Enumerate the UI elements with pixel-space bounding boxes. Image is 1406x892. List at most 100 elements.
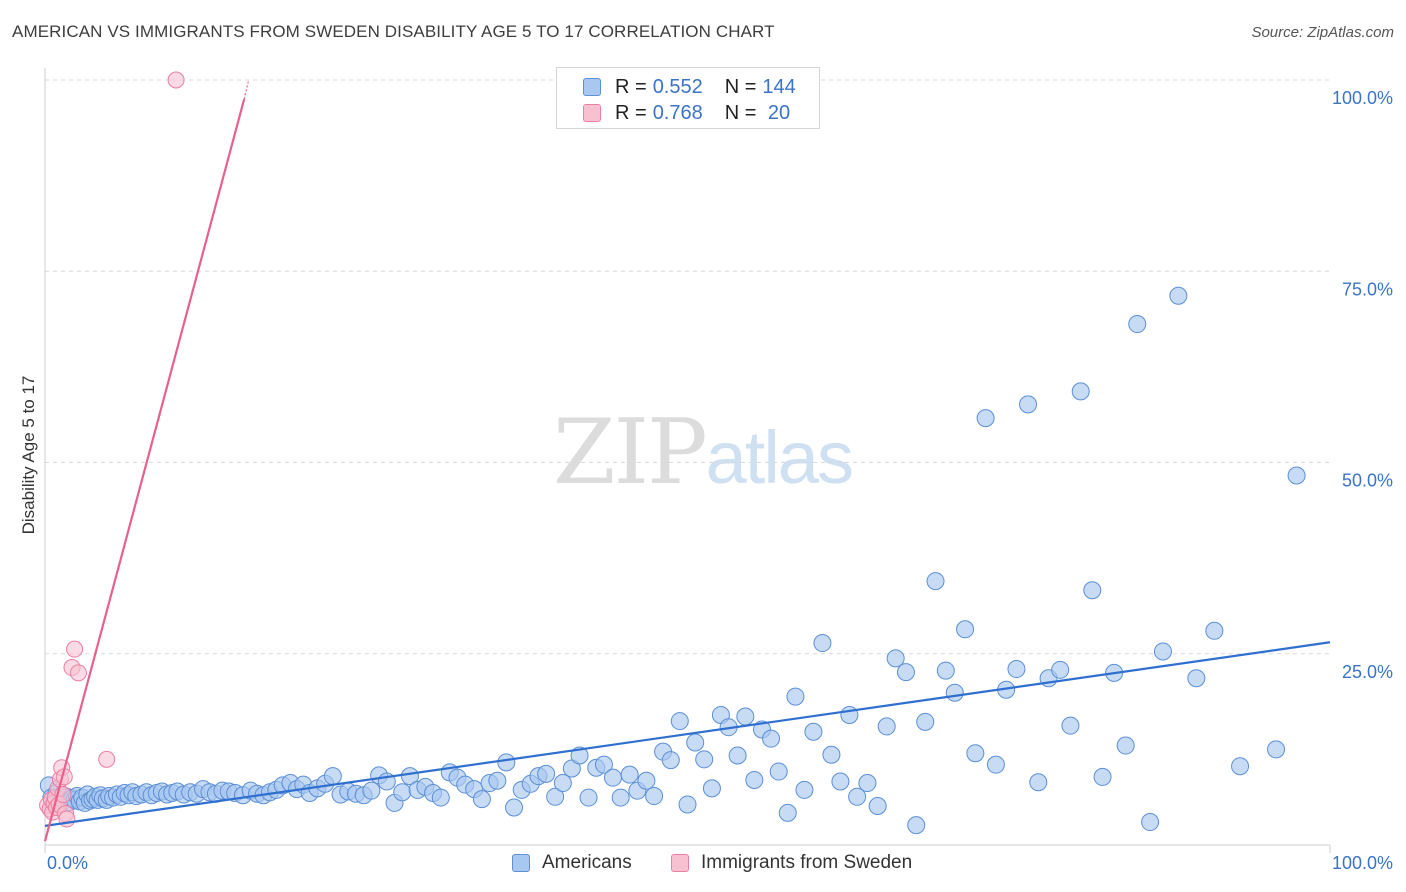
american-point (858, 774, 877, 793)
american-point (1029, 773, 1048, 792)
american-point (1169, 286, 1188, 305)
american-point (620, 765, 639, 784)
american-point (393, 783, 412, 802)
american-point (926, 572, 945, 591)
american-point (661, 751, 680, 770)
american-point (695, 750, 714, 769)
american-point (762, 729, 781, 748)
american-point (637, 771, 656, 790)
y-tick-label: 25.0% (1342, 662, 1393, 682)
american-point (769, 762, 788, 781)
american-point (546, 787, 565, 806)
american-point (553, 774, 572, 793)
american-point (400, 767, 419, 786)
legend-n-value-sweden: 20 (762, 101, 791, 124)
legend-n-value-americans: 144 (762, 75, 796, 98)
legend-row-americans: R = 0.552 N = 144 (583, 74, 796, 100)
american-point (813, 634, 832, 653)
american-point (916, 712, 935, 731)
american-points (39, 286, 1306, 835)
american-point (1116, 736, 1135, 755)
chart-title: AMERICAN VS IMMIGRANTS FROM SWEDEN DISAB… (12, 22, 775, 41)
american-point (611, 788, 630, 807)
american-point (1083, 581, 1102, 600)
axes (44, 68, 1331, 853)
american-point (786, 687, 805, 706)
sweden-point (167, 71, 185, 89)
legend-r-label: R = (615, 101, 647, 124)
american-point (868, 796, 887, 815)
american-point (1007, 660, 1026, 679)
american-point (1231, 757, 1250, 776)
y-tick-label: 100.0% (1332, 88, 1393, 108)
american-point (936, 661, 955, 680)
american-point (1128, 315, 1147, 334)
legend-swatch-americans (583, 78, 601, 96)
y-tick-label: 75.0% (1342, 279, 1393, 299)
series-legend: Americans Immigrants from Sweden (0, 852, 1406, 876)
american-point (488, 771, 507, 790)
american-point (945, 683, 964, 702)
american-point (472, 790, 491, 809)
american-point (745, 770, 764, 789)
sweden-point (66, 640, 84, 658)
american-point (1205, 621, 1224, 640)
american-point (1061, 716, 1080, 735)
tick-labels: 25.0% 50.0% 75.0% 100.0% 0.0% 100.0% (47, 88, 1393, 873)
american-point (877, 717, 896, 736)
american-point (966, 744, 985, 763)
american-point (670, 712, 689, 731)
american-point (728, 746, 747, 765)
correlation-legend: R = 0.552 N = 144 R = 0.768 N = 20 (556, 67, 820, 129)
american-point (603, 768, 622, 787)
american-point (594, 755, 613, 774)
legend-n-label: N = (724, 75, 757, 98)
american-point (1187, 669, 1206, 688)
series-label-sweden: Immigrants from Sweden (701, 852, 913, 873)
american-point (804, 722, 823, 741)
x-tick-label: 0.0% (47, 853, 88, 873)
american-point (886, 649, 905, 668)
american-point (778, 803, 797, 822)
trend-lines (43, 79, 1331, 842)
y-tick-label: 50.0% (1342, 471, 1393, 491)
series-legend-sweden[interactable]: Immigrants from Sweden (671, 852, 912, 874)
american-point (1153, 642, 1172, 661)
sweden-trend-extension (243, 79, 250, 100)
american-point (736, 707, 755, 726)
american-point (907, 816, 926, 835)
american-point (1093, 767, 1112, 786)
legend-r-value-sweden: 0.768 (652, 101, 703, 124)
american-point (896, 663, 915, 682)
american-point (1019, 395, 1038, 414)
series-legend-americans[interactable]: Americans (512, 852, 632, 874)
american-point (678, 795, 697, 814)
american-point (1051, 660, 1070, 679)
american-point (570, 746, 589, 765)
x-tick-label: 100.0% (1332, 853, 1393, 873)
sweden-point (98, 750, 116, 768)
american-point (976, 409, 995, 428)
american-point (645, 787, 664, 806)
american-point (986, 755, 1005, 774)
sweden-trend-line (43, 98, 246, 842)
american-point (1287, 466, 1306, 485)
american-trend-line (44, 641, 1331, 827)
american-point (505, 798, 524, 817)
legend-row-sweden: R = 0.768 N = 20 (583, 100, 790, 126)
grid-lines (45, 79, 1330, 655)
legend-r-value-americans: 0.552 (652, 75, 703, 98)
series-swatch-americans (512, 854, 530, 872)
american-point (1267, 740, 1286, 759)
american-point (831, 772, 850, 791)
american-point (848, 787, 867, 806)
american-point (497, 753, 516, 772)
series-swatch-sweden (671, 854, 689, 872)
american-point (1141, 813, 1160, 832)
american-point (579, 788, 598, 807)
american-point (702, 779, 721, 798)
american-point (1071, 382, 1090, 401)
sweden-points (39, 71, 185, 828)
american-point (822, 745, 841, 764)
american-point (795, 780, 814, 799)
